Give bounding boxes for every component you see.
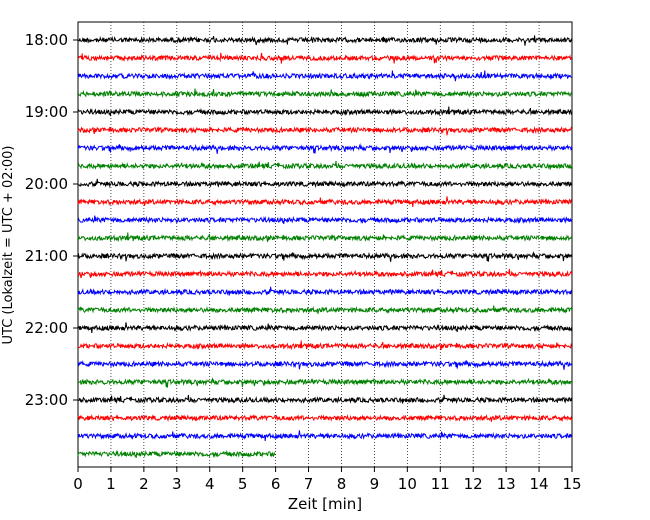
x-tick-label: 11: [431, 475, 450, 493]
y-tick-label: 19:00: [25, 103, 68, 121]
trace-1930: [77, 143, 573, 154]
y-axis-ticks: 18:00 19:00 20:00 21:00 22:00 23:00: [25, 31, 78, 409]
x-tick-label: 0: [73, 475, 83, 493]
x-tick-label: 1: [106, 475, 116, 493]
y-tick-label: 23:00: [25, 391, 68, 409]
trace-1900: [77, 106, 572, 117]
trace-1945: [77, 160, 573, 170]
x-tick-label: 3: [172, 475, 182, 493]
trace-2315: [77, 413, 573, 423]
trace-2345: [77, 449, 276, 459]
x-tick-label: 7: [304, 475, 314, 493]
x-tick-label: 12: [464, 475, 483, 493]
trace-2200: [77, 322, 573, 334]
x-tick-label: 8: [337, 475, 347, 493]
trace-2000: [77, 178, 573, 189]
trace-2215: [77, 340, 572, 351]
trace-2030: [77, 215, 573, 225]
trace-2245: [78, 377, 573, 388]
trace-1915: [77, 125, 573, 136]
trace-2230: [77, 359, 573, 370]
trace-2130: [77, 286, 573, 297]
x-tick-label: 9: [370, 475, 380, 493]
x-axis-ticks: 0 1 2 3 4 5 6 7 8 9 10 11 12 13 14 15: [73, 467, 582, 493]
y-tick-label: 20:00: [25, 175, 68, 193]
trace-2300: [77, 394, 573, 405]
x-tick-label: 10: [398, 475, 417, 493]
trace-2145: [77, 305, 573, 315]
trace-1830: [77, 70, 573, 82]
trace-1800: [77, 35, 573, 46]
x-tick-label: 6: [271, 475, 281, 493]
y-tick-label: 18:00: [25, 31, 68, 49]
trace-1815: [77, 52, 573, 64]
grid-lines: [110, 22, 540, 467]
y-axis-label: UTC (Lokalzeit = UTC + 02:00): [1, 146, 16, 345]
trace-2330: [77, 430, 573, 442]
trace-2115: [77, 268, 573, 279]
x-tick-label: 14: [530, 475, 549, 493]
trace-2045: [77, 232, 572, 243]
x-tick-label: 4: [205, 475, 215, 493]
x-axis-label: Zeit [min]: [288, 495, 362, 513]
traces: [77, 35, 573, 459]
y-tick-label: 21:00: [25, 247, 68, 265]
y-tick-label: 22:00: [25, 319, 68, 337]
x-tick-label: 2: [139, 475, 149, 493]
trace-2015: [77, 196, 572, 208]
x-tick-label: 13: [497, 475, 516, 493]
x-tick-label: 15: [562, 475, 581, 493]
trace-1845: [77, 88, 572, 99]
trace-2100: [77, 251, 573, 262]
x-tick-label: 5: [238, 475, 248, 493]
